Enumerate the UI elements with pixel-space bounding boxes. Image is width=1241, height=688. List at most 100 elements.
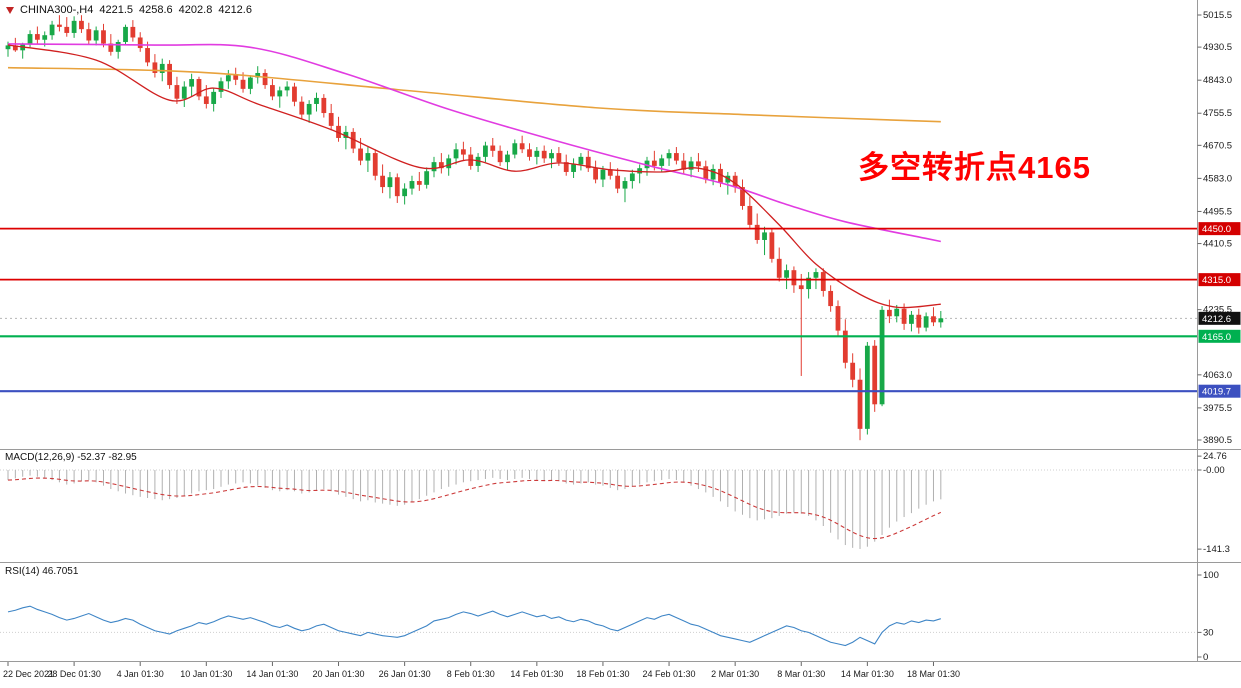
- candle-body: [673, 153, 679, 161]
- candle: [637, 164, 643, 184]
- candle-body: [34, 34, 40, 40]
- price-badge-bg: [1198, 384, 1241, 398]
- candle: [798, 273, 804, 376]
- candle-body: [931, 316, 936, 323]
- candle: [350, 128, 356, 154]
- candle-body: [747, 205, 753, 225]
- candle: [688, 156, 694, 178]
- candle-body: [732, 175, 738, 188]
- candle-body: [196, 79, 202, 97]
- candle-body: [696, 161, 701, 167]
- candle-body: [541, 150, 547, 159]
- candle-body: [336, 125, 341, 138]
- candle-body: [688, 161, 694, 170]
- candle-body: [372, 153, 378, 176]
- candle: [673, 147, 679, 165]
- candle-body: [218, 81, 224, 92]
- candle: [784, 264, 789, 290]
- ohlc-close: 4212.6: [218, 4, 252, 16]
- candle-body: [703, 166, 709, 180]
- candle: [857, 368, 863, 441]
- candle-body: [416, 181, 422, 185]
- candle-body: [666, 153, 672, 159]
- candle: [394, 173, 400, 203]
- candle: [49, 20, 55, 40]
- time-axis-label: 24 Feb 01:30: [643, 669, 696, 679]
- candle-body: [637, 168, 643, 174]
- candle-body: [769, 232, 775, 259]
- candle-body: [387, 177, 393, 188]
- candle-body: [923, 316, 929, 328]
- macd-axis[interactable]: 24.76 -0.00 -141.3: [1197, 451, 1230, 555]
- rsi-axis-label: 30: [1203, 627, 1214, 638]
- candle: [115, 39, 121, 59]
- candle-body: [299, 101, 305, 115]
- candle: [247, 75, 253, 95]
- price-axis-label: 4670.5: [1203, 140, 1232, 151]
- candle-body: [27, 34, 33, 45]
- candle: [681, 153, 687, 174]
- time-axis-label: 8 Mar 01:30: [777, 669, 825, 679]
- candle-body: [225, 75, 231, 82]
- candle: [380, 164, 385, 194]
- candle-body: [79, 20, 84, 30]
- price-badge-bg: [1198, 222, 1241, 236]
- candle: [424, 167, 430, 189]
- candle-body: [108, 43, 114, 52]
- candle: [696, 153, 701, 172]
- candle: [101, 23, 106, 48]
- candle-body: [718, 168, 723, 183]
- candle: [490, 137, 496, 157]
- candle-body: [901, 308, 907, 324]
- candle-body: [879, 309, 885, 405]
- candle-body: [835, 306, 841, 331]
- candle-body: [262, 72, 268, 86]
- candle: [806, 272, 812, 299]
- candle-body: [115, 42, 121, 52]
- time-axis-label: 10 Jan 01:30: [180, 669, 232, 679]
- time-axis-label: 4 Jan 01:30: [117, 669, 164, 679]
- candle-body: [740, 187, 745, 206]
- candle: [20, 42, 26, 59]
- price-axis-label: 4410.5: [1203, 239, 1232, 250]
- candle-body: [850, 362, 856, 380]
- price-badge-text: 4019.7: [1202, 387, 1231, 398]
- macd-histogram: [7, 470, 942, 549]
- candle-body: [659, 158, 665, 166]
- candle: [828, 285, 834, 312]
- candle-body: [71, 20, 77, 33]
- candle-body: [123, 26, 128, 43]
- candle-body: [828, 290, 834, 307]
- candle: [769, 228, 775, 263]
- rsi-axis[interactable]: 100 30 0: [1197, 570, 1219, 663]
- price-badge: 4165.0: [1198, 329, 1241, 343]
- candle: [211, 88, 217, 112]
- candle-body: [380, 175, 385, 188]
- annotation-text[interactable]: 多空转折点4165: [858, 150, 1091, 185]
- price-badge-bg: [1198, 311, 1241, 325]
- price-axis-label: 3890.5: [1203, 435, 1232, 446]
- candle-body: [585, 156, 591, 169]
- candle-body: [86, 29, 92, 41]
- candle: [196, 76, 202, 101]
- ma-fast-red-line: [7, 44, 941, 309]
- candle-body: [306, 103, 312, 115]
- price-axis-label: 4063.0: [1203, 370, 1232, 381]
- candle: [887, 299, 892, 324]
- candle-body: [593, 168, 598, 180]
- candle-body: [857, 379, 863, 429]
- candle-body: [710, 168, 716, 180]
- candle: [64, 17, 70, 37]
- candle: [916, 308, 922, 334]
- price-axis[interactable]: 5015.5 4930.5 4843.0 4755.5 4670.5 4583.0 4495…: [1197, 10, 1241, 446]
- price-axis-label: 4235.5: [1203, 305, 1232, 316]
- ma-slow-orange-line: [7, 66, 941, 123]
- candle: [181, 81, 187, 107]
- candle-body: [446, 158, 452, 169]
- macd-axis-label: 24.76: [1203, 451, 1227, 462]
- candle-body: [600, 169, 606, 180]
